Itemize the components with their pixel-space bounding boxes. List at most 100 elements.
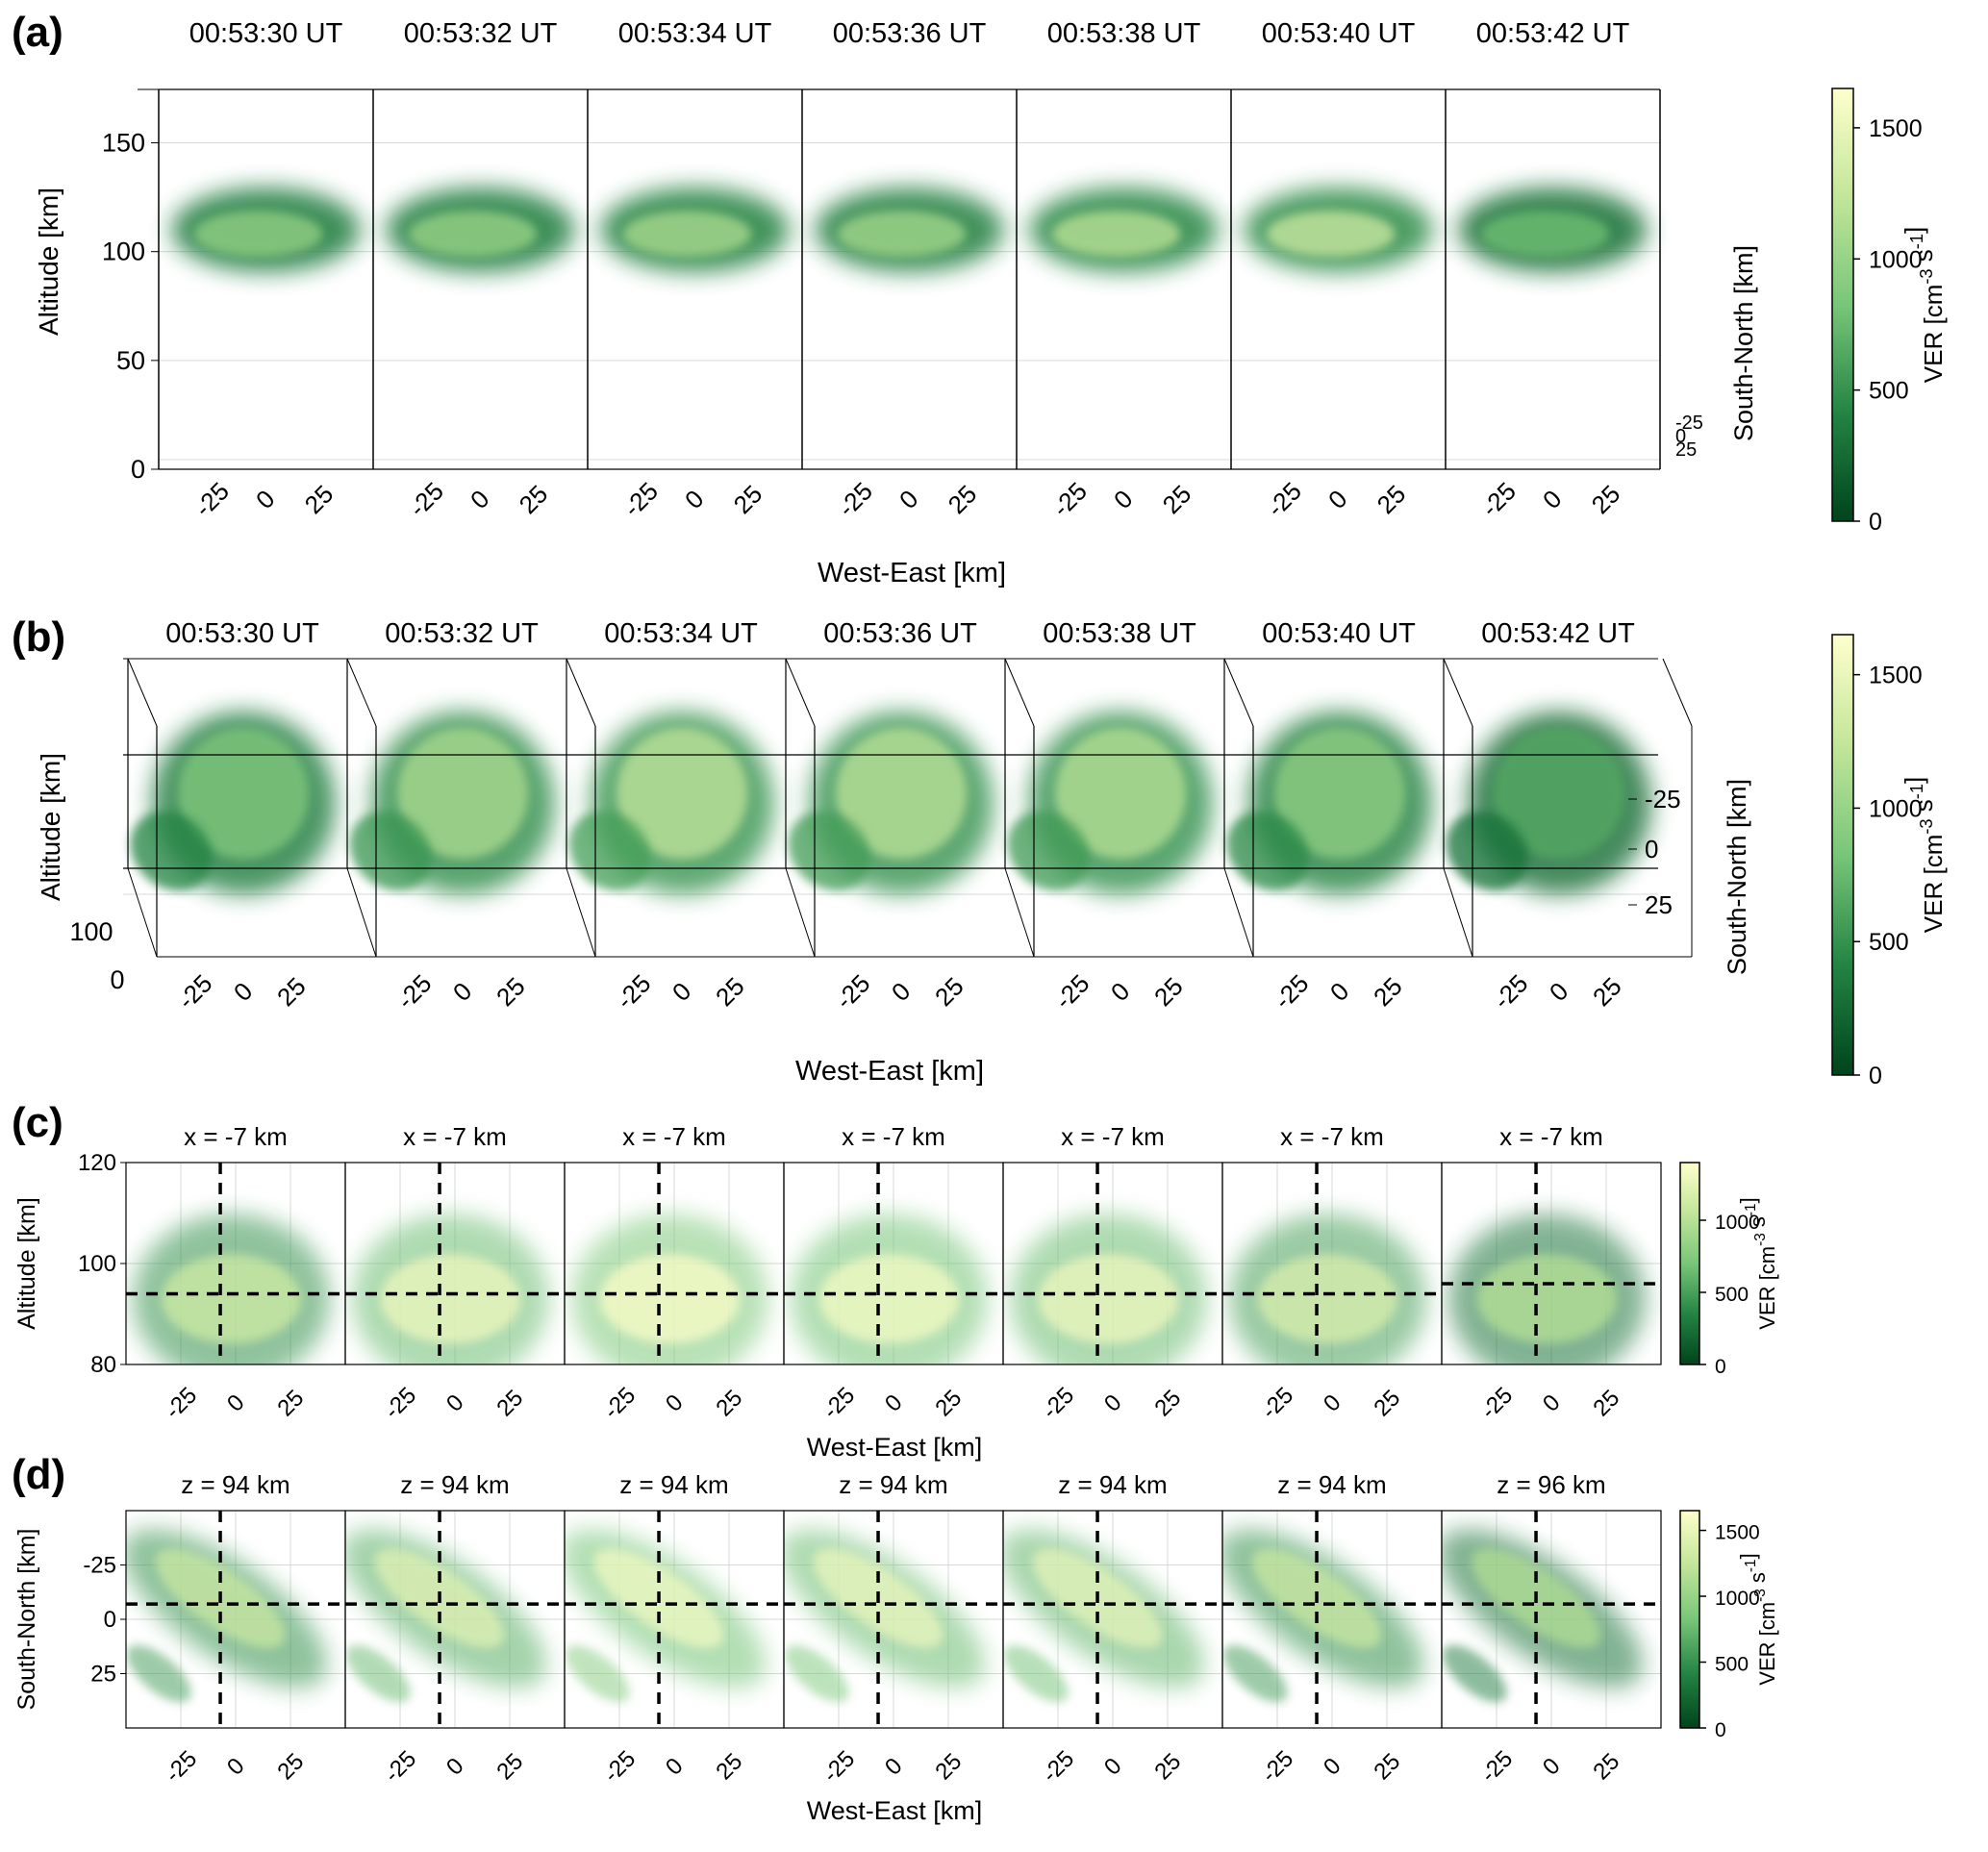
x-tick-label: -25 xyxy=(1038,1746,1080,1789)
frame-body xyxy=(784,1511,1003,1728)
x-axis-label: West-East [km] xyxy=(807,1433,983,1462)
y-tick-label: 0 xyxy=(131,455,145,484)
x-axis-label: West-East [km] xyxy=(795,1056,984,1087)
frame-2: x = -7 km -25 0 25 xyxy=(564,1122,785,1424)
y-tick-label: 0 xyxy=(104,1607,116,1633)
x-tick-label: 0 xyxy=(1322,485,1352,514)
x-tick-label: 25 xyxy=(491,1748,528,1785)
frame-title: x = -7 km xyxy=(403,1122,507,1151)
frame-title: 00:53:30 UT xyxy=(189,18,343,49)
x-tick-label: 0 xyxy=(880,1389,908,1417)
frame-body xyxy=(126,1511,345,1728)
x-tick-label: 25 xyxy=(1369,1748,1405,1785)
frame-edge xyxy=(1662,658,1693,727)
emission-core xyxy=(818,1254,960,1343)
panel-d: (d) z = 94 km-25 0 25z = 94 km-25 0 25z = 94 … xyxy=(12,1451,1662,1825)
frame-body xyxy=(1442,1511,1661,1728)
frame-a-6: 00:53:42 UT -25 0 25 xyxy=(1424,18,1661,522)
emission-core xyxy=(396,727,529,860)
frame-title: 00:53:34 UT xyxy=(618,18,772,49)
colorbar-tick-label: 500 xyxy=(1715,1654,1749,1676)
x-tick-label: 25 xyxy=(943,479,983,519)
x-tick-label: -25 xyxy=(832,476,878,522)
y-tick-label: -25 xyxy=(83,1553,116,1579)
panel-a: (a) 00:53:30 UT -25 0 25 00:53:32 UT-25 0 25 00:… xyxy=(12,9,1758,588)
y-tick-label: 120 xyxy=(78,1150,116,1176)
frame-body xyxy=(1222,1511,1442,1728)
colorbar-tick-label: 500 xyxy=(1869,929,1909,956)
emission-core xyxy=(1273,727,1406,860)
x-tick-label: -25 xyxy=(1049,968,1095,1014)
frame-edge xyxy=(346,658,377,727)
frame-title: z = 94 km xyxy=(1277,1470,1386,1499)
z-axis-label: South-North [km] xyxy=(1723,779,1751,975)
frame-body xyxy=(1442,1163,1661,1364)
emission-core xyxy=(616,727,748,860)
frame-a-3: 00:53:36 UT -25 0 25 xyxy=(781,18,1018,522)
frame-title: x = -7 km xyxy=(1499,1122,1603,1151)
frame-edge xyxy=(1004,658,1035,727)
colorbar-tick-label: 0 xyxy=(1715,1356,1726,1378)
x-tick-label: 25 xyxy=(1149,1748,1186,1785)
emission-core xyxy=(1051,211,1181,258)
panel-label-d: (d) xyxy=(12,1451,65,1498)
x-tick-label: -25 xyxy=(391,968,438,1014)
x-tick-label: -25 xyxy=(1269,968,1315,1014)
frame-body xyxy=(345,1163,565,1364)
frame-title: x = -7 km xyxy=(1061,1122,1165,1151)
x-tick-label: -25 xyxy=(617,476,664,522)
x-tick-label: 25 xyxy=(1148,971,1189,1012)
x-tick-label: 25 xyxy=(1149,1385,1186,1421)
frame-grid xyxy=(1016,88,1232,461)
colorbar-tick-label: 1500 xyxy=(1869,663,1923,689)
frame-title: 00:53:38 UT xyxy=(1047,18,1201,49)
y-axis-label: Altitude [km] xyxy=(34,188,63,336)
emission-core xyxy=(622,211,752,258)
y-tick-label: 100 xyxy=(78,1251,116,1277)
emission-secondary xyxy=(349,811,432,891)
colorbar-tick-label: 1000 xyxy=(1869,246,1923,273)
frame-edge xyxy=(785,867,816,958)
frame-b-1: 00:53:32 UT -25 0 25 xyxy=(342,618,562,1014)
x-tick-label: -25 xyxy=(611,968,657,1014)
frame-title: z = 94 km xyxy=(1058,1470,1167,1499)
x-tick-label: 25 xyxy=(711,1385,747,1421)
x-tick-label: 0 xyxy=(880,1753,908,1781)
x-tick-label: 25 xyxy=(929,971,969,1012)
x-tick-label: -25 xyxy=(1261,476,1307,522)
x-tick-label: 0 xyxy=(1324,977,1354,1007)
frame-edge xyxy=(566,867,596,958)
colorbar-tick-label: 0 xyxy=(1715,1719,1726,1741)
colorbar-ramp xyxy=(1831,634,1854,1076)
frame-b-2: 00:53:34 UT -25 0 25 xyxy=(562,618,781,1014)
frame-5: x = -7 km -25 0 25 xyxy=(1221,1122,1443,1424)
y-axis-label: Altitude [km] xyxy=(36,753,65,901)
frame-title: 00:53:32 UT xyxy=(385,618,539,649)
frame-edge xyxy=(1223,658,1254,727)
frame-title: z = 96 km xyxy=(1497,1470,1605,1499)
frame-grid xyxy=(801,88,1018,461)
panel-c: (c) x = -7 km-25 0 25x = -7 km-25 0 25x = -7 … xyxy=(12,1099,1662,1462)
emission-core xyxy=(837,211,967,258)
x-tick-label: 0 xyxy=(222,1753,250,1781)
emission-core xyxy=(1266,211,1396,258)
frame-b-5: 00:53:40 UT -25 0 25 xyxy=(1220,618,1439,1014)
frame-a-1: 00:53:32 UT -25 0 25 xyxy=(352,18,589,522)
emission-core xyxy=(1054,727,1187,860)
x-tick-label: 0 xyxy=(1099,1389,1127,1417)
depth-tick-label: -25 xyxy=(1645,785,1681,813)
frame-body xyxy=(784,1163,1003,1364)
colorbar-ramp xyxy=(1831,88,1854,522)
x-tick-label: -25 xyxy=(1257,1746,1299,1789)
frame-title: 00:53:36 UT xyxy=(833,18,987,49)
frame-grid xyxy=(1445,88,1661,461)
panel-label-b: (b) xyxy=(12,613,65,661)
frame-grid xyxy=(1230,88,1447,461)
colorbar-label: VER [cm-3 s-1] xyxy=(1900,777,1948,933)
panel-label-a: (a) xyxy=(12,9,63,56)
frame-edge xyxy=(346,867,377,958)
emission-secondary xyxy=(1226,811,1309,891)
